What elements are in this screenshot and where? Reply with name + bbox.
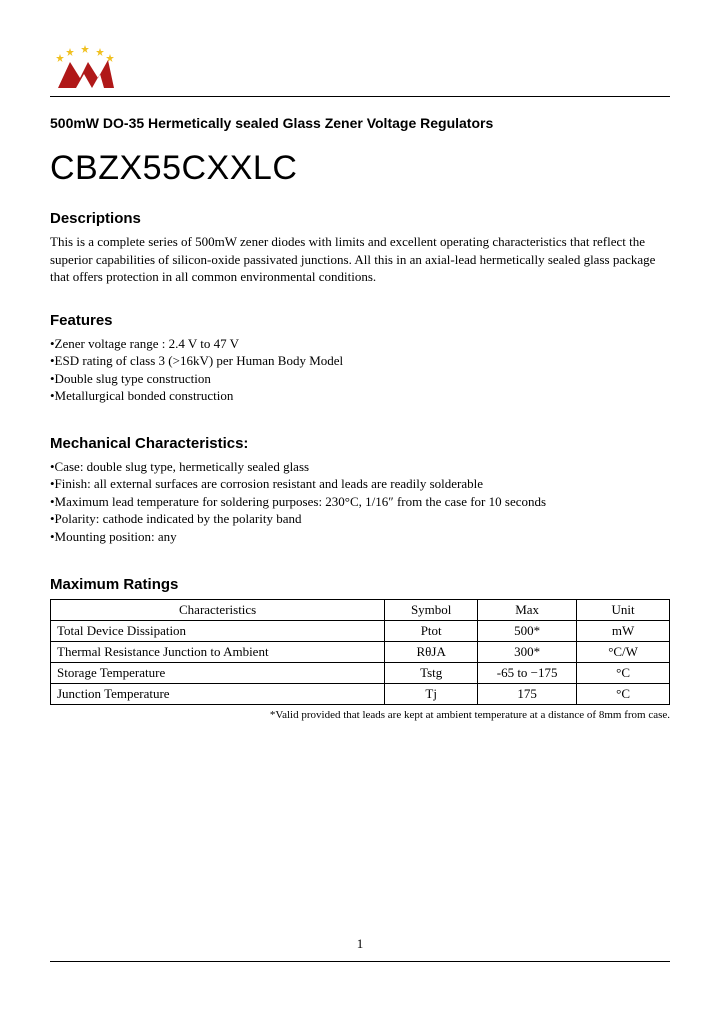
- table-cell: 300*: [478, 641, 577, 662]
- descriptions-text: This is a complete series of 500mW zener…: [50, 233, 670, 286]
- part-number: CBZX55CXXLC: [50, 149, 670, 188]
- list-item: •Maximum lead temperature for soldering …: [50, 493, 670, 511]
- section-title-mechanical: Mechanical Characteristics:: [50, 435, 670, 452]
- table-cell: 175: [478, 683, 577, 704]
- table-header: Characteristics: [51, 599, 385, 620]
- table-header: Unit: [577, 599, 670, 620]
- table-cell: Ptot: [385, 620, 478, 641]
- list-item: •Metallurgical bonded construction: [50, 387, 670, 405]
- table-header-row: Characteristics Symbol Max Unit: [51, 599, 670, 620]
- table-cell: Tstg: [385, 662, 478, 683]
- table-cell: °C/W: [577, 641, 670, 662]
- datasheet-page: 500mW DO-35 Hermetically sealed Glass Ze…: [0, 0, 720, 721]
- table-cell: Tj: [385, 683, 478, 704]
- ratings-table: Characteristics Symbol Max Unit Total De…: [50, 599, 670, 705]
- table-cell: -65 to −175: [478, 662, 577, 683]
- features-list: •Zener voltage range : 2.4 V to 47 V •ES…: [50, 335, 670, 405]
- header: [50, 40, 670, 90]
- section-title-features: Features: [50, 312, 670, 329]
- list-item: •Finish: all external surfaces are corro…: [50, 475, 670, 493]
- table-cell: RθJA: [385, 641, 478, 662]
- table-cell: Total Device Dissipation: [51, 620, 385, 641]
- table-cell: °C: [577, 662, 670, 683]
- document-subtitle: 500mW DO-35 Hermetically sealed Glass Ze…: [50, 115, 670, 131]
- table-header: Max: [478, 599, 577, 620]
- section-title-ratings: Maximum Ratings: [50, 576, 670, 593]
- mechanical-list: •Case: double slug type, hermetically se…: [50, 458, 670, 546]
- table-cell: °C: [577, 683, 670, 704]
- table-row: Junction Temperature Tj 175 °C: [51, 683, 670, 704]
- list-item: •Case: double slug type, hermetically se…: [50, 458, 670, 476]
- table-header: Symbol: [385, 599, 478, 620]
- table-cell: mW: [577, 620, 670, 641]
- table-cell: Junction Temperature: [51, 683, 385, 704]
- company-logo: [50, 40, 120, 90]
- footer-rule: [50, 961, 670, 962]
- table-row: Total Device Dissipation Ptot 500* mW: [51, 620, 670, 641]
- page-number: 1: [0, 936, 720, 952]
- section-title-descriptions: Descriptions: [50, 210, 670, 227]
- table-row: Storage Temperature Tstg -65 to −175 °C: [51, 662, 670, 683]
- list-item: •Double slug type construction: [50, 370, 670, 388]
- ratings-footnote: *Valid provided that leads are kept at a…: [50, 709, 670, 721]
- list-item: •Polarity: cathode indicated by the pola…: [50, 510, 670, 528]
- list-item: •Zener voltage range : 2.4 V to 47 V: [50, 335, 670, 353]
- list-item: •ESD rating of class 3 (>16kV) per Human…: [50, 352, 670, 370]
- list-item: •Mounting position: any: [50, 528, 670, 546]
- table-row: Thermal Resistance Junction to Ambient R…: [51, 641, 670, 662]
- header-rule: [50, 96, 670, 97]
- table-cell: 500*: [478, 620, 577, 641]
- table-cell: Storage Temperature: [51, 662, 385, 683]
- table-cell: Thermal Resistance Junction to Ambient: [51, 641, 385, 662]
